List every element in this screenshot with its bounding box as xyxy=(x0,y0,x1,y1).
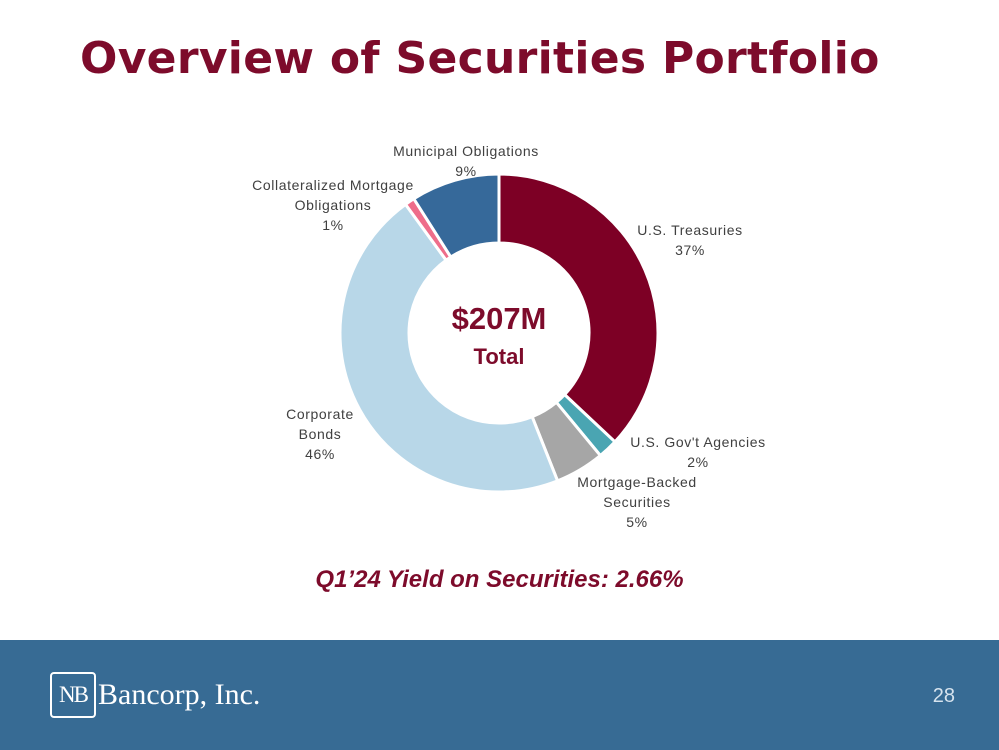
logo-text: Bancorp, Inc. xyxy=(98,678,261,711)
label-municipal-obligations: Municipal Obligations 9% xyxy=(393,143,539,179)
donut-chart: U.S. Treasuries 37% U.S. Gov't Agencies 2% M… xyxy=(252,143,765,530)
label-u-s-treasuries: U.S. Treasuries 37% xyxy=(637,222,742,258)
slice-municipal-obligations xyxy=(411,172,501,260)
chart-center-amount: $207M xyxy=(452,301,547,336)
label-collateralized-mortgage-obligations: Collateralized Mortgage Obligations 1% xyxy=(252,177,414,233)
yield-on-securities: Q1’24 Yield on Securities: 2.66% xyxy=(315,566,684,593)
footer-bar: NB Bancorp, Inc. 28 xyxy=(0,640,999,750)
page-number: 28 xyxy=(932,685,955,707)
slice-corporate-bonds xyxy=(338,202,560,494)
label-corporate-bonds: Corporate Bonds 46% xyxy=(286,406,354,462)
slice-u-s-treasuries xyxy=(497,172,660,444)
slide-title: Overview of Securities Portfolio xyxy=(80,33,880,84)
chart-center-label: Total xyxy=(474,344,525,369)
label-u-s-gov-t-agencies: U.S. Gov't Agencies 2% xyxy=(630,434,765,470)
logo-mark: NB xyxy=(50,672,96,718)
label-mortgage-backed-securities: Mortgage-Backed Securities 5% xyxy=(577,474,697,530)
company-logo: NB Bancorp, Inc. xyxy=(50,670,260,720)
